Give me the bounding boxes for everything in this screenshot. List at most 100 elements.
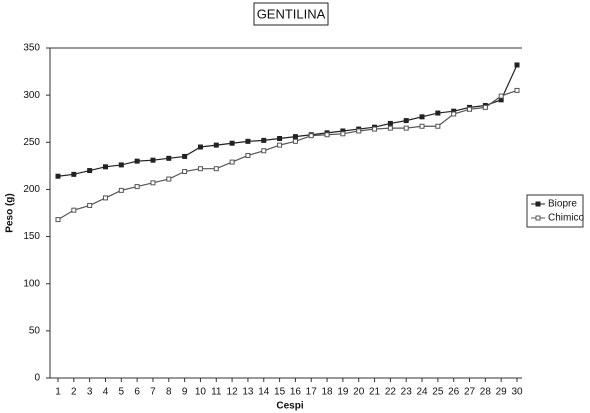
point	[324, 132, 330, 138]
point	[55, 217, 61, 223]
x-tick-label: 16	[290, 387, 302, 398]
y-axis-title: Peso (g)	[5, 193, 16, 232]
point	[182, 169, 188, 175]
point	[197, 144, 203, 150]
point	[387, 125, 393, 131]
y-tick-label: 300	[23, 90, 40, 101]
point	[403, 125, 409, 131]
x-tick-label: 8	[166, 387, 172, 398]
point	[403, 118, 409, 124]
point	[498, 93, 504, 99]
point	[308, 133, 314, 139]
point	[71, 171, 77, 177]
series-line	[57, 64, 518, 177]
point	[166, 176, 172, 182]
point	[419, 114, 425, 120]
point	[102, 164, 108, 170]
point	[55, 173, 61, 179]
point	[514, 87, 520, 93]
x-tick-label: 30	[511, 387, 523, 398]
point	[277, 142, 283, 148]
x-tick-label: 18	[322, 387, 334, 398]
point	[419, 123, 425, 129]
point	[514, 62, 520, 68]
x-tick-label: 13	[242, 387, 254, 398]
x-axis-title: Cespi	[276, 401, 303, 412]
x-tick-label: 4	[103, 387, 109, 398]
x-tick-label: 20	[353, 387, 365, 398]
point	[451, 111, 457, 117]
x-tick-label: 12	[227, 387, 239, 398]
point	[197, 166, 203, 172]
x-tick-label: 23	[401, 387, 413, 398]
x-tick-label: 15	[274, 387, 286, 398]
point	[87, 168, 93, 174]
x-tick-label: 11	[211, 387, 222, 398]
point	[340, 131, 346, 137]
point	[150, 180, 156, 186]
point	[467, 106, 473, 112]
x-tick-label: 26	[448, 387, 460, 398]
point	[87, 202, 93, 208]
point	[134, 184, 140, 190]
point	[229, 159, 235, 165]
y-tick-label: 150	[23, 231, 40, 242]
x-tick-label: 3	[87, 387, 93, 398]
point	[213, 166, 219, 172]
y-tick-label: 0	[34, 373, 40, 384]
x-tick-label: 14	[258, 387, 270, 398]
y-tick-label: 200	[23, 184, 40, 195]
point	[277, 136, 283, 142]
point	[166, 155, 172, 161]
point	[292, 138, 298, 144]
point	[229, 140, 235, 146]
x-tick-label: 29	[496, 387, 508, 398]
x-tick-label: 17	[306, 387, 318, 398]
point	[102, 195, 108, 201]
y-tick-label: 250	[23, 137, 40, 148]
legend-box	[526, 194, 584, 228]
chart-title: GENTILINA	[257, 6, 326, 21]
point	[245, 152, 251, 158]
point	[182, 153, 188, 159]
x-tick-label: 2	[71, 387, 77, 398]
point	[118, 187, 124, 193]
x-tick-label: 5	[119, 387, 125, 398]
point	[435, 123, 441, 129]
x-tick-label: 19	[337, 387, 349, 398]
point	[482, 104, 488, 110]
point	[118, 162, 124, 168]
x-tick-label: 10	[195, 387, 207, 398]
x-tick-label: 27	[464, 387, 476, 398]
title-box	[253, 2, 329, 26]
x-tick-label: 24	[416, 387, 428, 398]
legend-marker	[535, 215, 541, 221]
y-tick-label: 100	[23, 278, 40, 289]
x-tick-label: 28	[480, 387, 492, 398]
x-tick-label: 1	[55, 387, 61, 398]
point	[150, 157, 156, 163]
point	[387, 120, 393, 126]
point	[245, 138, 251, 144]
x-tick-label: 22	[385, 387, 397, 398]
point	[292, 134, 298, 140]
point	[261, 137, 267, 143]
point	[435, 110, 441, 116]
x-tick-label: 6	[134, 387, 140, 398]
legend-label: Biopre	[548, 199, 577, 210]
y-tick-label: 50	[29, 325, 41, 336]
x-tick-label: 7	[150, 387, 156, 398]
point	[356, 128, 362, 134]
point	[213, 142, 219, 148]
x-tick-label: 9	[182, 387, 188, 398]
x-tick-label: 25	[432, 387, 444, 398]
point	[134, 158, 140, 164]
series-line	[57, 89, 518, 221]
point	[372, 126, 378, 132]
point	[71, 207, 77, 213]
y-tick-label: 350	[23, 43, 40, 54]
x-tick-label: 21	[369, 387, 381, 398]
legend-label: Chimico	[548, 213, 585, 224]
point	[261, 148, 267, 154]
